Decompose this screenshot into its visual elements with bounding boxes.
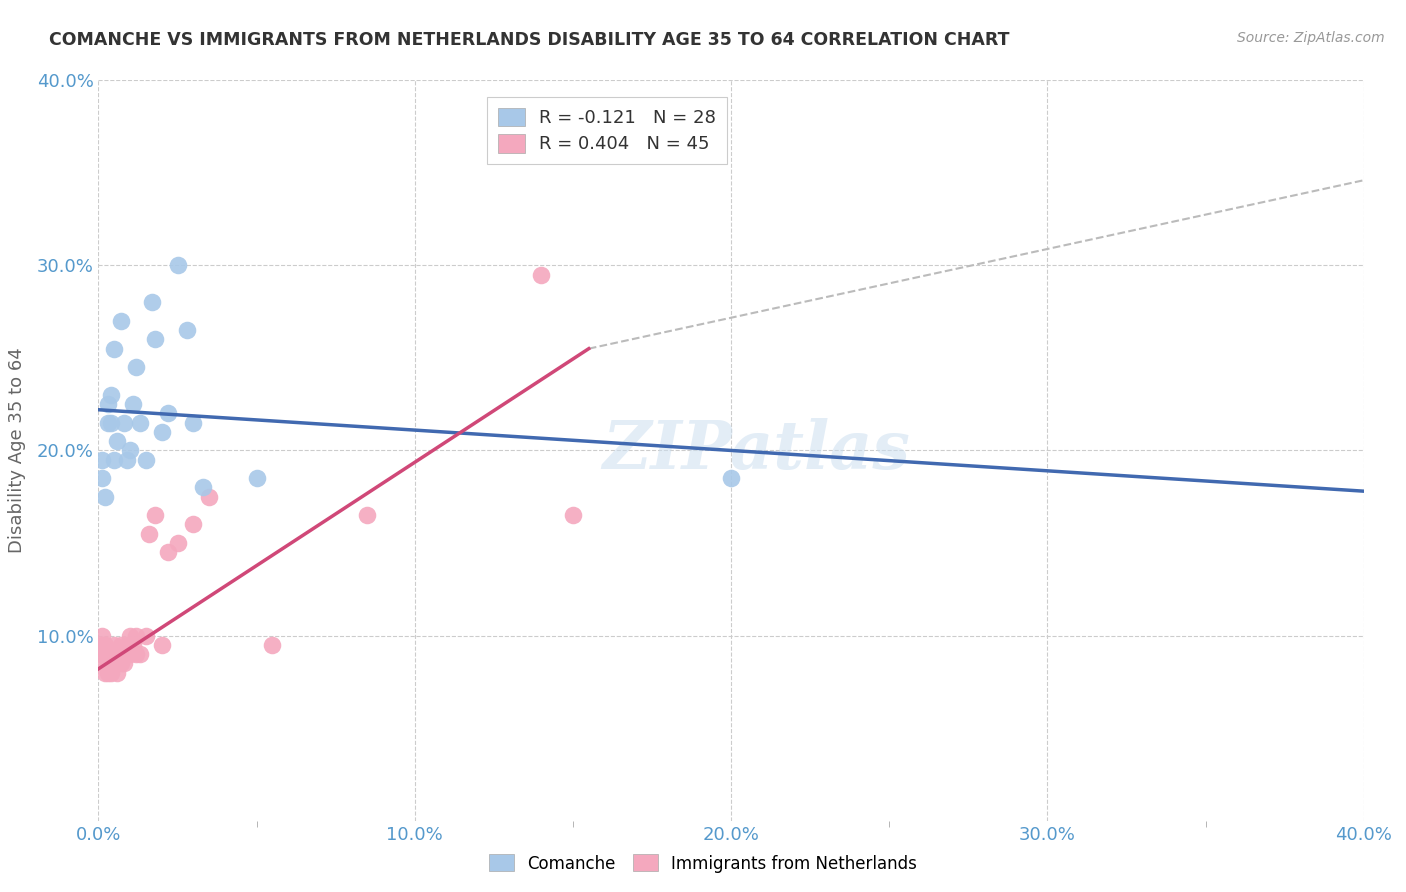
Point	[97, 416, 120, 430]
Point	[183, 416, 205, 430]
Point	[90, 628, 112, 642]
Point	[135, 628, 157, 642]
Point	[90, 647, 112, 661]
Point	[112, 416, 135, 430]
Point	[128, 647, 150, 661]
Point	[103, 638, 125, 652]
Point	[97, 665, 120, 680]
Point	[157, 407, 180, 421]
Point	[93, 657, 117, 671]
Point	[100, 647, 122, 661]
Point	[93, 490, 117, 504]
Point	[103, 342, 125, 356]
Point	[157, 545, 180, 559]
Point	[90, 638, 112, 652]
Point	[103, 452, 125, 467]
Point	[103, 657, 125, 671]
Point	[166, 536, 188, 550]
Point	[145, 332, 166, 346]
Point	[150, 425, 173, 439]
Point	[120, 628, 141, 642]
Point	[183, 517, 205, 532]
Point	[176, 323, 198, 337]
Y-axis label: Disability Age 35 to 64: Disability Age 35 to 64	[7, 348, 25, 553]
Point	[90, 452, 112, 467]
Point	[93, 665, 117, 680]
Point	[138, 526, 160, 541]
Point	[561, 508, 585, 523]
Point	[97, 397, 120, 411]
Point	[100, 416, 122, 430]
Point	[110, 657, 132, 671]
Point	[150, 638, 173, 652]
Point	[135, 452, 157, 467]
Text: ZIPatlas: ZIPatlas	[603, 418, 910, 483]
Point	[107, 665, 129, 680]
Point	[90, 647, 112, 661]
Point	[107, 647, 129, 661]
Point	[141, 295, 163, 310]
Point	[110, 638, 132, 652]
Point	[191, 481, 214, 495]
Point	[100, 665, 122, 680]
Point	[112, 657, 135, 671]
Text: COMANCHE VS IMMIGRANTS FROM NETHERLANDS DISABILITY AGE 35 TO 64 CORRELATION CHAR: COMANCHE VS IMMIGRANTS FROM NETHERLANDS …	[49, 31, 1010, 49]
Point	[120, 647, 141, 661]
Point	[122, 638, 145, 652]
Point	[125, 360, 148, 375]
Point	[120, 443, 141, 458]
Point	[356, 508, 378, 523]
Point	[112, 647, 135, 661]
Point	[720, 471, 742, 485]
Point	[100, 657, 122, 671]
Point	[93, 647, 117, 661]
Point	[110, 314, 132, 328]
Point	[145, 508, 166, 523]
Point	[115, 452, 138, 467]
Point	[97, 647, 120, 661]
Point	[530, 268, 553, 282]
Point	[166, 259, 188, 273]
Text: Source: ZipAtlas.com: Source: ZipAtlas.com	[1237, 31, 1385, 45]
Point	[100, 388, 122, 402]
Point	[107, 657, 129, 671]
Point	[93, 638, 117, 652]
Point	[125, 647, 148, 661]
Legend: R = -0.121   N = 28, R = 0.404   N = 45: R = -0.121 N = 28, R = 0.404 N = 45	[486, 96, 727, 164]
Point	[198, 490, 221, 504]
Point	[122, 397, 145, 411]
Point	[97, 657, 120, 671]
Point	[115, 638, 138, 652]
Legend: Comanche, Immigrants from Netherlands: Comanche, Immigrants from Netherlands	[482, 847, 924, 880]
Point	[90, 471, 112, 485]
Point	[115, 647, 138, 661]
Point	[110, 647, 132, 661]
Point	[103, 647, 125, 661]
Point	[128, 416, 150, 430]
Point	[107, 434, 129, 449]
Point	[262, 638, 284, 652]
Point	[125, 628, 148, 642]
Point	[246, 471, 269, 485]
